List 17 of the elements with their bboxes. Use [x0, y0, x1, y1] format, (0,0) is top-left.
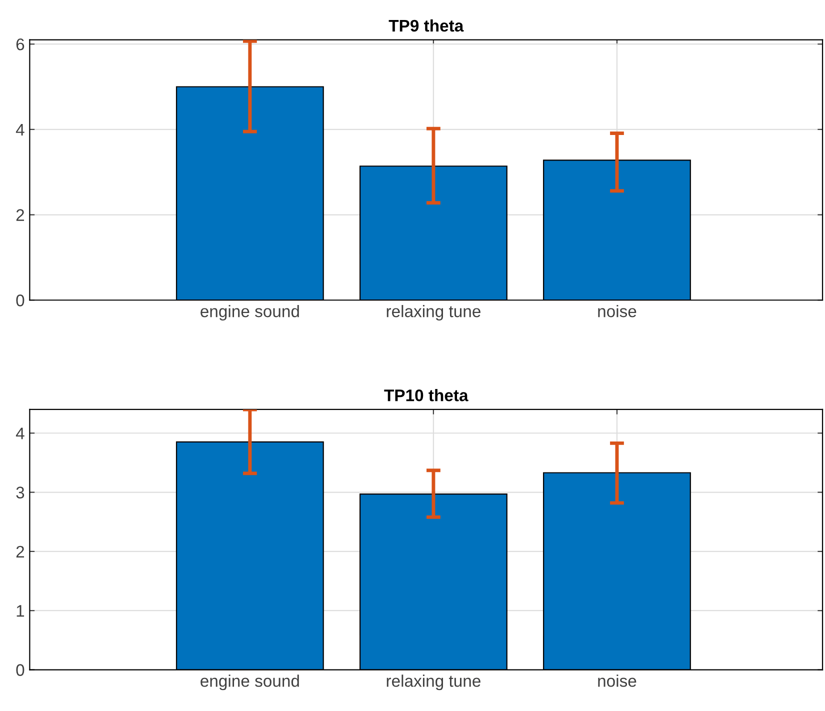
- x-tick-label: noise: [598, 304, 636, 318]
- y-tick-label: 6: [16, 38, 24, 50]
- y-tick-label: 4: [16, 124, 24, 136]
- y-tick-label: 0: [16, 664, 24, 676]
- x-tick-label: relaxing tune: [386, 674, 480, 690]
- y-tick-label: 2: [16, 209, 24, 221]
- y-tick-label: 0: [16, 294, 24, 306]
- y-tick-label: 1: [16, 605, 24, 617]
- x-tick-label: relaxing tune: [386, 304, 480, 321]
- x-tick-label: engine sound: [200, 674, 299, 690]
- y-tick-label: 2: [16, 546, 24, 558]
- x-tick-label: noise: [598, 674, 636, 687]
- y-tick-label: 4: [16, 428, 24, 440]
- chart-title: TP9 theta: [388, 19, 464, 32]
- y-tick-label: 3: [16, 486, 24, 498]
- chart-title: TP10 theta: [384, 389, 468, 402]
- x-tick-label: engine sound: [200, 304, 299, 321]
